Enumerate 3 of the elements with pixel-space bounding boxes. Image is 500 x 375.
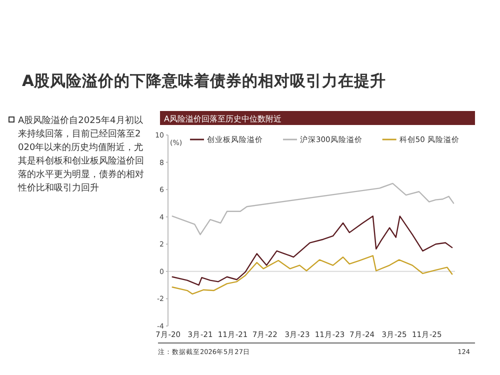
- chart-subtitle: A风险溢价回落至历史中位数附近: [164, 114, 282, 124]
- chart-title: A股风险溢价的下降意味着债券的相对吸引力在提升: [22, 71, 386, 90]
- text: A股风险溢价自2025年4月初以来持续回落，目前已经回落至2020年以来的历史均值附近，尤其是科创板和创业板风险溢价回落的水平更为明显，债券的相对性价比和吸引力回升: [17, 115, 144, 194]
